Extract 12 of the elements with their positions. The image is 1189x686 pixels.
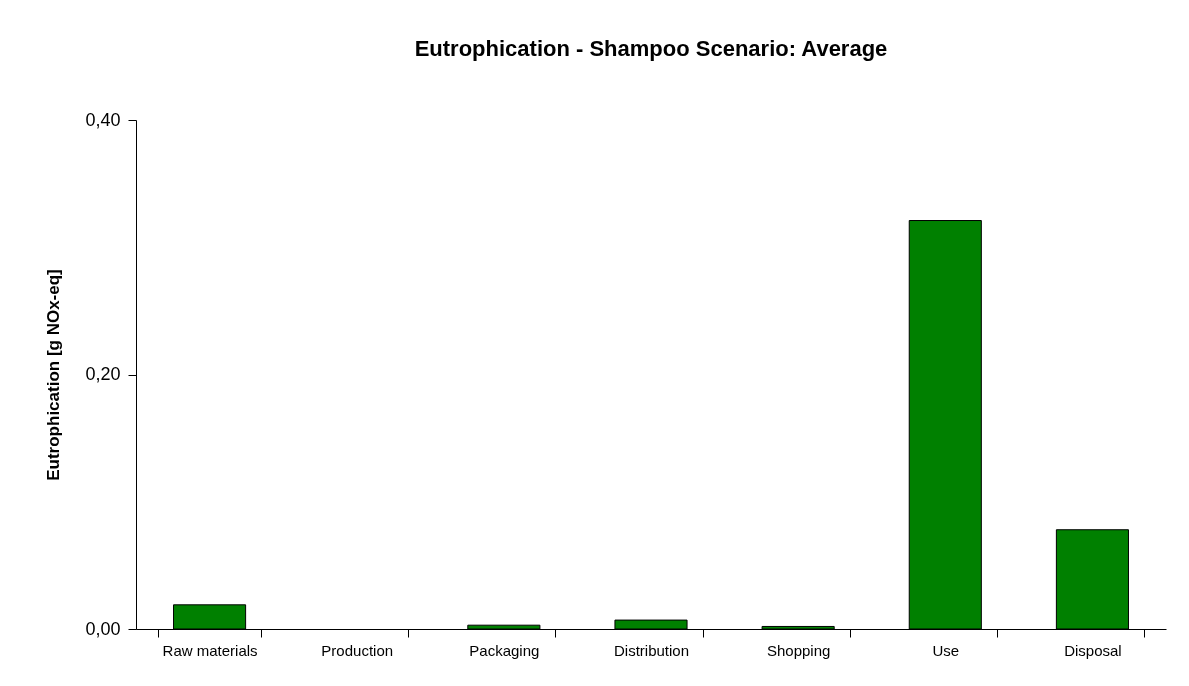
x-tick-label: Raw materials — [162, 641, 258, 659]
chart-title: Eutrophication - Shampoo Scenario: Average — [414, 36, 888, 61]
y-tick-label: 0,00 — [85, 618, 121, 639]
x-tick-label: Production — [321, 641, 394, 659]
y-tick-label: 0,20 — [85, 364, 121, 384]
x-tick-label: Use — [932, 641, 960, 659]
x-tick-label: Distribution — [613, 641, 690, 659]
x-tick-label: Shopping — [766, 641, 831, 659]
x-tick-label: Disposal — [1064, 641, 1122, 659]
x-tick-label: Packaging — [469, 641, 540, 659]
y-axis-title: Eutrophication [g NOx-eq] — [44, 269, 64, 481]
y-tick-label: 0,40 — [85, 109, 121, 130]
